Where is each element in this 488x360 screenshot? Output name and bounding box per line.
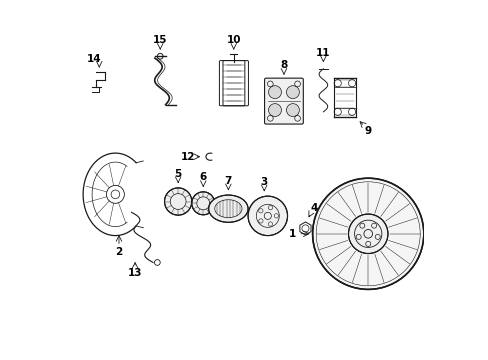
Text: 13: 13	[128, 268, 142, 278]
Text: 8: 8	[280, 60, 287, 70]
Circle shape	[312, 178, 423, 289]
Ellipse shape	[208, 195, 247, 222]
Circle shape	[191, 192, 214, 215]
Circle shape	[286, 86, 299, 99]
Text: 1: 1	[289, 229, 296, 239]
Text: 10: 10	[226, 35, 241, 45]
Text: 11: 11	[316, 48, 330, 58]
Text: 2: 2	[115, 247, 122, 257]
Circle shape	[164, 188, 191, 215]
Circle shape	[286, 104, 299, 117]
Text: 9: 9	[364, 126, 371, 135]
Text: 4: 4	[310, 203, 318, 213]
Circle shape	[268, 104, 281, 117]
Circle shape	[268, 86, 281, 99]
Text: 6: 6	[199, 172, 206, 183]
Text: 5: 5	[174, 168, 182, 179]
Text: 7: 7	[224, 176, 232, 186]
Text: 3: 3	[260, 177, 267, 187]
Circle shape	[348, 214, 387, 253]
FancyBboxPatch shape	[264, 78, 303, 124]
Circle shape	[247, 196, 287, 235]
Text: 12: 12	[180, 152, 195, 162]
Text: 14: 14	[86, 54, 101, 64]
Text: 15: 15	[153, 35, 167, 45]
